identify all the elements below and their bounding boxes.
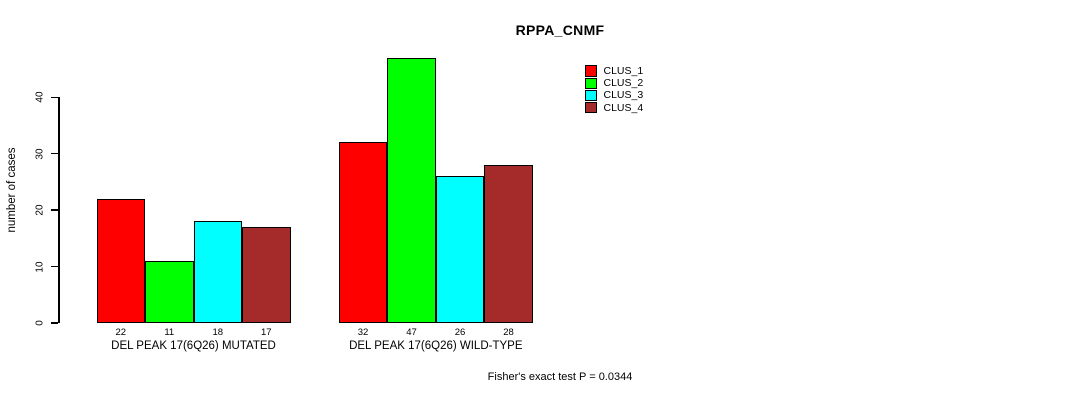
- legend-swatch: [585, 101, 597, 114]
- bar-value-label: 26: [454, 326, 466, 338]
- y-axis-tick: [51, 96, 58, 99]
- legend-label: CLUS_2: [603, 77, 644, 90]
- bar-value-label: 18: [212, 326, 224, 338]
- legend-item-clus_4: CLUS_4: [585, 102, 643, 114]
- bar-value-label: 17: [260, 326, 272, 338]
- bar-value-label: 28: [503, 326, 514, 338]
- bar-clus_2-group1: [145, 260, 194, 323]
- y-axis-label: number of cases: [6, 147, 18, 233]
- y-axis-tick: [51, 209, 58, 211]
- legend-item-clus_1: CLUS_1: [585, 65, 643, 77]
- y-axis-line: [58, 97, 60, 323]
- y-axis-tick-label: 20: [34, 204, 46, 216]
- legend-label: CLUS_4: [603, 101, 644, 114]
- x-category-label: DEL PEAK 17(6Q26) MUTATED: [111, 340, 276, 352]
- bar-value-label: 22: [115, 326, 127, 338]
- legend-swatch: [585, 77, 597, 90]
- y-axis-tick-label: 40: [34, 91, 46, 103]
- legend: CLUS_1 CLUS_2 CLUS_3 CLUS_4: [585, 65, 643, 114]
- y-axis-tick: [51, 265, 58, 268]
- y-axis-tick: [51, 152, 58, 155]
- legend-label: CLUS_1: [603, 65, 644, 78]
- legend-item-clus_3: CLUS_3: [585, 89, 643, 101]
- bar-clus_3-group2: [435, 176, 485, 323]
- legend-label: CLUS_3: [603, 89, 644, 102]
- legend-swatch: [585, 89, 597, 102]
- legend-swatch: [585, 65, 597, 77]
- y-axis-tick-label: 10: [34, 261, 46, 273]
- bar-clus_1-group1: [96, 198, 145, 323]
- bar-clus_4-group1: [242, 227, 291, 323]
- chart-title: RPPA_CNMF: [515, 22, 605, 38]
- annotation-text: Fisher's exact test P = 0.0344: [487, 371, 633, 383]
- bar-clus_4-group2: [484, 165, 533, 323]
- bar-clus_2-group2: [387, 57, 436, 323]
- bar-value-label: 11: [164, 326, 175, 338]
- y-axis-tick-label: 0: [34, 320, 46, 326]
- x-category-label: DEL PEAK 17(6Q26) WILD-TYPE: [349, 340, 523, 352]
- bar-value-label: 32: [357, 326, 369, 338]
- y-axis-tick: [51, 322, 58, 324]
- bar-value-label: 47: [406, 326, 417, 338]
- bar-clus_3-group1: [193, 221, 242, 323]
- bar-clus_1-group2: [338, 142, 388, 323]
- y-axis-tick-label: 30: [34, 148, 46, 160]
- legend-item-clus_2: CLUS_2: [585, 77, 643, 89]
